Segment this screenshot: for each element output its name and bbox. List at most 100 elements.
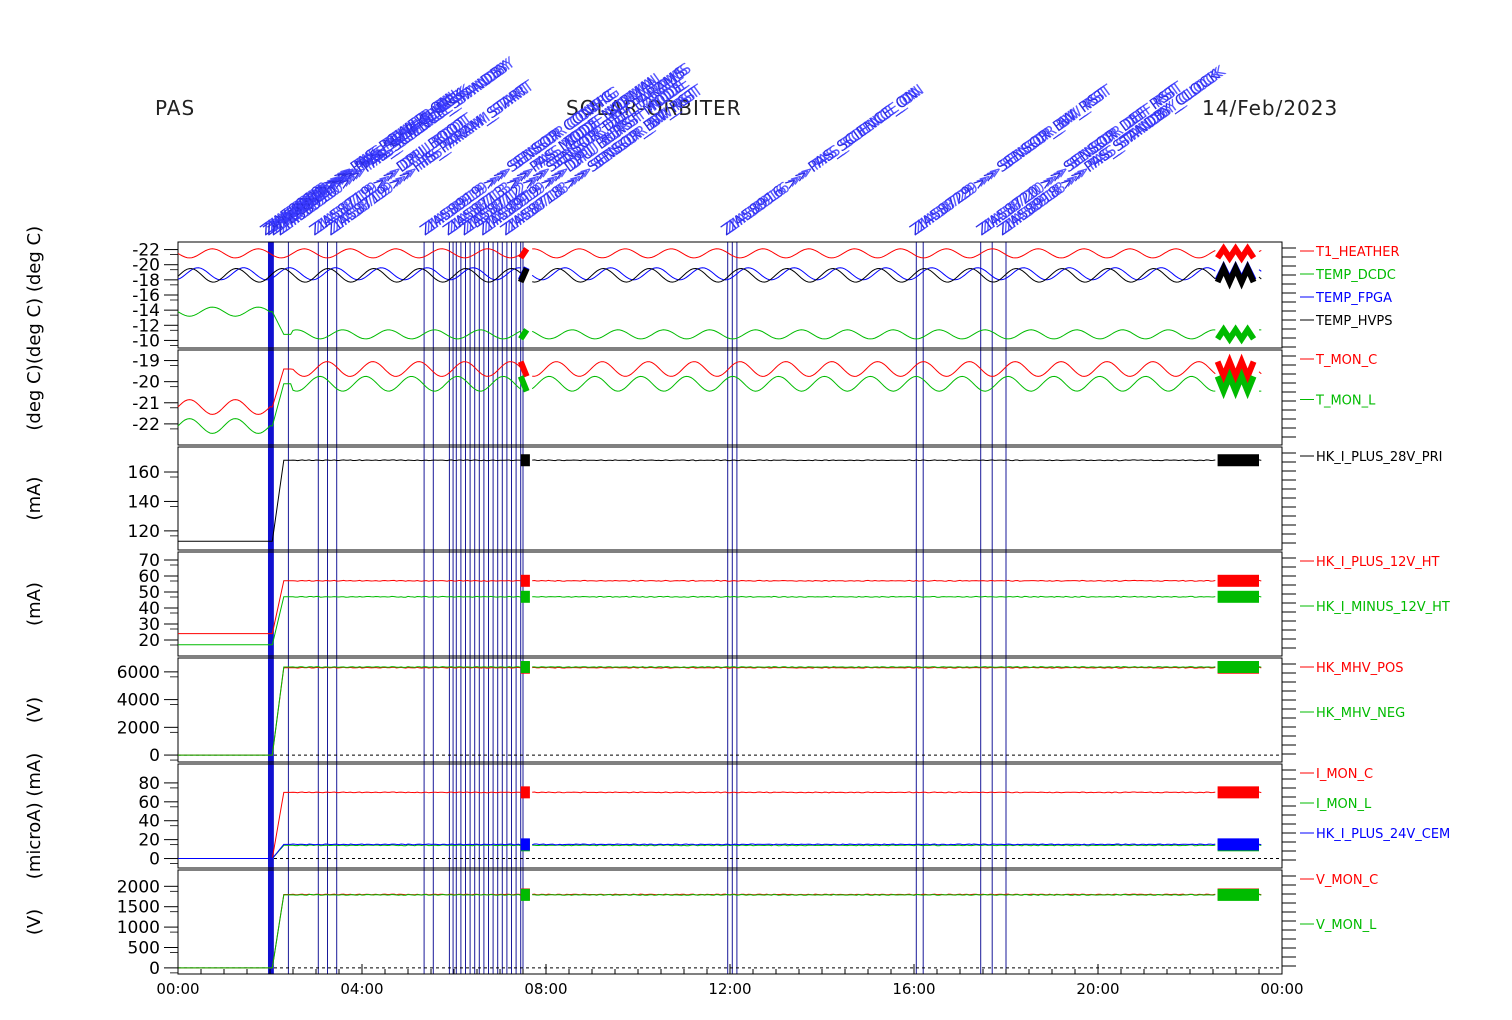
y-axis-label: (mA) xyxy=(24,582,45,626)
y-tick-label: -16 xyxy=(132,286,160,306)
legend-label: HK_I_MINUS_12V_HT xyxy=(1316,600,1450,615)
y-tick-label: 160 xyxy=(128,463,160,483)
y-tick-label: -21 xyxy=(132,394,160,414)
y-tick-label: 2000 xyxy=(117,718,160,738)
y-tick-label: -22 xyxy=(132,415,160,435)
series-block xyxy=(1217,574,1259,587)
series-line xyxy=(177,375,1262,434)
series-block xyxy=(1217,838,1259,851)
series-block xyxy=(1217,888,1259,901)
series-line xyxy=(178,666,1262,756)
y-tick-label: -14 xyxy=(132,301,160,321)
series-block xyxy=(1217,590,1259,603)
panel-frame xyxy=(177,869,1283,975)
x-tick-label: 00:00 xyxy=(1260,980,1303,998)
y-axis-label: (microA) (mA) xyxy=(24,753,45,879)
y-tick-label: -22 xyxy=(132,241,160,261)
y-tick-label: -12 xyxy=(132,316,160,336)
y-tick-label: 80 xyxy=(138,774,160,794)
x-tick-label: 04:00 xyxy=(340,980,383,998)
y-tick-label: 30 xyxy=(138,615,160,635)
legend-label: HK_MHV_NEG xyxy=(1316,706,1405,721)
legend-label: TEMP_HVPS xyxy=(1315,314,1392,329)
series-line xyxy=(178,843,1262,859)
y-axis-label: (deg C) xyxy=(24,364,45,430)
panel-frame xyxy=(177,446,1283,551)
series-line xyxy=(177,306,1262,340)
y-tick-label: 70 xyxy=(138,551,160,571)
series-line xyxy=(177,361,1262,415)
series-block xyxy=(1214,368,1257,400)
y-axis-label: (V) xyxy=(24,697,45,723)
series-block xyxy=(1214,261,1257,290)
series-block xyxy=(1215,243,1257,264)
y-tick-label: -20 xyxy=(132,256,160,276)
y-tick-label: -19 xyxy=(132,352,160,372)
series-block xyxy=(517,267,530,284)
series-line xyxy=(178,666,1262,756)
event-labels: ZIA58919 >>ZIA58919 >>ZIA58919 >>ZIA5890… xyxy=(257,53,1230,240)
legend-label: HK_I_PLUS_12V_HT xyxy=(1316,555,1440,570)
series-block xyxy=(520,454,530,467)
panel-frame xyxy=(177,241,1283,349)
series-block xyxy=(517,375,530,393)
series-line xyxy=(177,267,1262,283)
event-markers xyxy=(267,242,1007,974)
y-axis-label: (deg C) (deg C) xyxy=(24,226,45,364)
y-tick-label: 2000 xyxy=(117,877,160,897)
series-line xyxy=(178,595,1262,646)
legend-label: HK_I_PLUS_24V_CEM xyxy=(1316,827,1450,842)
y-tick-label: 1000 xyxy=(117,918,160,938)
legend-label: TEMP_FPGA xyxy=(1315,291,1392,306)
y-tick-label: 1500 xyxy=(117,898,160,918)
series-block xyxy=(517,360,530,378)
panel-3: 120 140 160 (mA) HK_I_PLUS_28V_PRI xyxy=(24,446,1442,551)
series-block xyxy=(520,786,530,799)
legend-label: V_MON_L xyxy=(1316,918,1377,933)
series-line xyxy=(177,248,1262,259)
series-line xyxy=(178,791,1262,859)
y-tick-label: 4000 xyxy=(117,691,160,711)
series-line xyxy=(178,579,1262,635)
series-line xyxy=(177,267,1262,281)
series-block xyxy=(520,888,530,901)
y-tick-label: 0 xyxy=(149,959,160,979)
legend-label: TEMP_DCDC xyxy=(1315,268,1396,283)
x-tick-label: 08:00 xyxy=(524,980,567,998)
y-tick-label: -18 xyxy=(132,271,160,291)
series-block xyxy=(1217,786,1259,799)
series-block xyxy=(518,328,530,341)
series-line xyxy=(178,893,1262,969)
panel-frame xyxy=(177,763,1283,869)
panel-2: -19-20-21-22 (deg C) T_MON_C T_MON_L xyxy=(24,349,1377,446)
y-tick-label: 60 xyxy=(138,793,160,813)
y-tick-label: 0 xyxy=(149,746,160,766)
series-block xyxy=(520,574,530,587)
x-tick-label: 20:00 xyxy=(1076,980,1119,998)
series-block xyxy=(1217,661,1259,674)
panel-frame xyxy=(177,551,1283,657)
legend-label: I_MON_L xyxy=(1316,797,1372,812)
series-line xyxy=(178,459,1262,542)
panel-1: -10-12-14-16-18-20-22 (deg C) (deg C) T1_H… xyxy=(24,226,1400,364)
legend-label: T_MON_C xyxy=(1315,353,1377,368)
y-tick-label: 140 xyxy=(128,492,160,512)
y-tick-label: 0 xyxy=(149,850,160,870)
series-block xyxy=(520,661,530,674)
x-axis: 00:00 04:00 08:00 12:00 16:00 20:00 00:00 xyxy=(156,964,1304,998)
y-tick-label: 20 xyxy=(138,831,160,851)
header-date: 14/Feb/2023 xyxy=(1202,96,1339,120)
y-axis-label: (mA) xyxy=(24,477,45,521)
series-block xyxy=(1217,454,1259,467)
event-label: ZIA58916 >> PAS_SCIENCE_ON xyxy=(724,81,928,236)
y-tick-label: 20 xyxy=(138,631,160,651)
legend-label: I_MON_C xyxy=(1316,767,1373,782)
panel-5: 0 2000 4000 6000 (V) HK_MHV_POS HK_MHV_NEG xyxy=(24,657,1405,766)
y-tick-label: 40 xyxy=(138,812,160,832)
series-line xyxy=(178,893,1262,969)
panel-frame xyxy=(177,657,1283,763)
